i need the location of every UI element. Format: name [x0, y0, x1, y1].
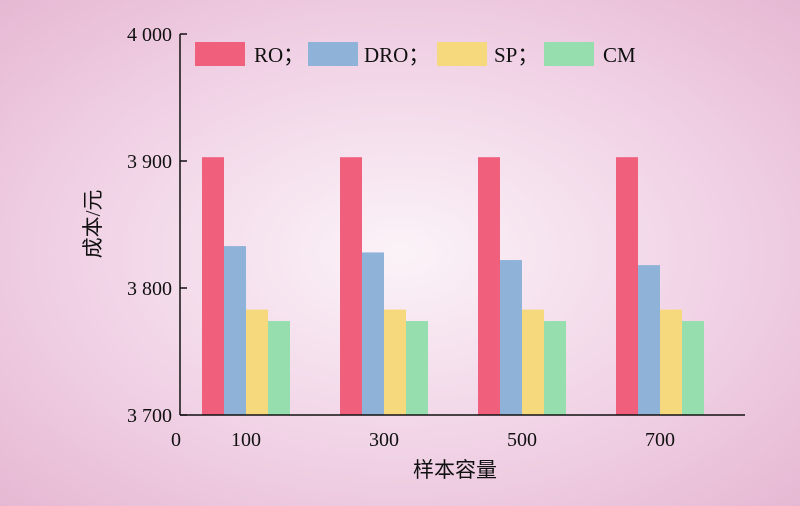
bar-cm-700	[682, 321, 704, 415]
legend-swatch-cm	[544, 42, 594, 66]
y-axis-title: 成本/元	[81, 190, 105, 259]
y-tick-label: 3 900	[127, 151, 172, 173]
bar-ro-500	[478, 157, 500, 415]
legend-label-dro: DRO；	[364, 43, 429, 67]
legend-swatch-ro	[195, 42, 245, 66]
legend-label-ro: RO；	[254, 43, 304, 67]
bar-ro-100	[202, 157, 224, 415]
bar-sp-300	[384, 309, 406, 415]
y-ticks: 3 700 3 800 3 900 4 000	[127, 24, 187, 427]
y-tick-label: 3 700	[127, 405, 172, 427]
x-tick-label-500: 500	[507, 429, 537, 451]
y-tick-label: 4 000	[127, 24, 172, 46]
x-tick-label-700: 700	[645, 429, 675, 451]
bar-sp-700	[660, 309, 682, 415]
x-ticks: 100 300 500 700	[231, 429, 675, 451]
bar-cm-300	[406, 321, 428, 415]
bar-dro-500	[500, 260, 522, 415]
bar-ro-300	[340, 157, 362, 415]
bar-dro-700	[638, 265, 660, 415]
y-tick-label: 3 800	[127, 278, 172, 300]
x-axis-title: 样本容量	[413, 458, 497, 482]
x-tick-label-100: 100	[231, 429, 261, 451]
bar-dro-300	[362, 252, 384, 415]
bar-dro-100	[224, 246, 246, 415]
axes	[179, 34, 745, 416]
legend-swatch-dro	[308, 42, 358, 66]
legend-label-sp: SP；	[494, 43, 538, 67]
bar-sp-500	[522, 309, 544, 415]
x-tick-label-300: 300	[369, 429, 399, 451]
legend: RO； DRO； SP； CM	[195, 42, 636, 67]
bars-group	[202, 157, 704, 415]
legend-label-cm: CM	[603, 43, 636, 67]
bar-ro-700	[616, 157, 638, 415]
legend-swatch-sp	[437, 42, 487, 66]
bar-sp-100	[246, 309, 268, 415]
bar-cm-100	[268, 321, 290, 415]
x-origin-label: 0	[171, 429, 181, 451]
bar-cm-500	[544, 321, 566, 415]
